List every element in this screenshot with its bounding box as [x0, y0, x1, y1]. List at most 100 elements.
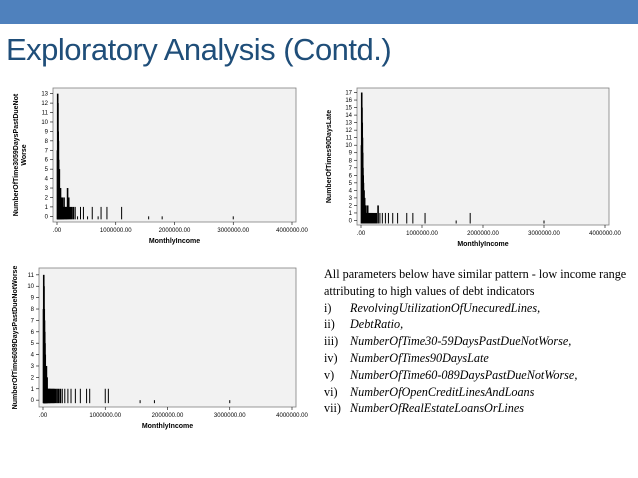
bar	[67, 197, 70, 220]
bar	[54, 388, 57, 404]
bar	[370, 212, 372, 224]
list-item-number: ii)	[324, 317, 335, 332]
x-tick-label: 2000000.00	[467, 231, 499, 237]
bar	[229, 400, 231, 404]
bar	[56, 388, 58, 404]
x-tick-label: 1000000.00	[406, 231, 438, 237]
bar	[74, 388, 76, 404]
list-item: iv) NumberOfTimes90DaysLate	[324, 350, 636, 367]
y-tick-label: 5	[45, 167, 49, 173]
y-tick-label: 3	[349, 196, 353, 202]
list-item: vi) NumberOfOpenCreditLinesAndLoans	[324, 384, 636, 401]
y-tick-label: 1	[349, 211, 353, 217]
bar	[100, 206, 102, 220]
notes-intro: All parameters below have similar patter…	[324, 267, 627, 298]
bar	[50, 388, 53, 404]
list-item-number: i)	[324, 300, 332, 315]
x-tick-label: 3000000.00	[528, 231, 560, 237]
list-item-text: RevolvingUtilizationOfUnecuredLines,	[350, 300, 541, 315]
y-tick-label: 10	[345, 143, 352, 149]
bar	[469, 212, 471, 224]
bar	[87, 216, 89, 220]
bar	[412, 212, 414, 224]
bar	[66, 188, 69, 220]
bar	[373, 212, 376, 224]
bar	[70, 388, 72, 404]
y-tick-label: 7	[349, 166, 353, 172]
list-item-text: NumberOfTime60-089DaysPastDueNotWorse,	[350, 367, 578, 382]
bar	[104, 388, 106, 404]
list-item-number: iv)	[324, 350, 338, 365]
y-tick-label: 2	[349, 203, 353, 209]
y-tick-label: 10	[27, 284, 34, 290]
bar	[384, 212, 386, 224]
list-item: i) RevolvingUtilizationOfUnecuredLines,	[324, 300, 636, 317]
list-item: iii) NumberOfTime30-59DaysPastDueNotWorse…	[324, 333, 636, 350]
x-tick-label: .00	[53, 228, 62, 234]
bar	[72, 206, 75, 220]
x-axis-title: MonthlyIncome	[142, 423, 193, 430]
bar	[543, 220, 545, 224]
bar	[379, 212, 381, 224]
x-axis-title: MonthlyIncome	[149, 238, 200, 245]
bar	[80, 206, 81, 220]
plot-area	[38, 267, 297, 408]
bar	[372, 212, 374, 224]
bar	[387, 212, 389, 224]
y-tick-label: 13	[345, 121, 352, 127]
slide-title: Exploratory Analysis (Contd.)	[6, 32, 392, 67]
y-tick-label: 9	[31, 296, 35, 302]
y-tick-label: 6	[349, 173, 353, 179]
list-item-text: DebtRatio,	[350, 317, 404, 332]
list-item-number: iii)	[324, 334, 339, 349]
bar	[82, 206, 84, 220]
x-tick-label: 2000000.00	[159, 228, 191, 234]
bar	[397, 212, 399, 224]
list-item-text: NumberOfTime30-59DaysPastDueNotWorse,	[350, 334, 572, 349]
list-item: ii) DebtRatio,	[324, 316, 636, 333]
y-tick-label: 4	[31, 353, 35, 359]
bar	[107, 388, 109, 404]
y-tick-label: 11	[42, 111, 49, 117]
x-tick-label: 2000000.00	[152, 413, 184, 419]
y-tick-label: 0	[349, 218, 353, 224]
bar	[369, 212, 371, 224]
y-axis-title: NumberOfTimes90DaysLate	[326, 110, 333, 203]
top-accent-bar	[0, 0, 638, 24]
bar	[161, 216, 163, 220]
y-tick-label: 7	[45, 148, 49, 154]
y-tick-label: 3	[31, 364, 35, 370]
bar	[70, 206, 73, 220]
x-axis-title: MonthlyIncome	[457, 241, 508, 248]
bar	[424, 212, 426, 224]
bar	[52, 388, 55, 404]
bar	[148, 216, 150, 220]
bar	[77, 216, 79, 220]
list-item-number: v)	[324, 367, 335, 382]
y-tick-label: 8	[349, 158, 353, 164]
x-tick-label: 4000000.00	[276, 228, 308, 234]
bar	[375, 212, 378, 224]
y-axis-title: NumberOfTime6089DaysPastDueNotWorse	[12, 266, 19, 410]
x-tick-label: 1000000.00	[89, 413, 121, 419]
bar	[377, 205, 379, 224]
bar	[106, 206, 108, 220]
plot-area	[356, 87, 610, 226]
bar	[51, 388, 54, 404]
y-tick-label: 6	[31, 330, 35, 336]
y-tick-label: 1	[31, 387, 35, 393]
y-tick-label: 4	[45, 177, 49, 183]
y-tick-label: 6	[45, 158, 49, 164]
list-item-number: vi)	[324, 384, 338, 399]
y-tick-label: 16	[345, 98, 352, 104]
x-tick-label: 4000000.00	[276, 413, 308, 419]
bar	[67, 388, 69, 404]
y-tick-label: 17	[345, 91, 352, 97]
y-tick-label: 8	[45, 139, 49, 145]
bar	[455, 220, 457, 224]
y-tick-label: 4	[349, 188, 353, 194]
bar	[74, 206, 76, 220]
bar	[64, 388, 66, 404]
y-axis-title: NumberOfTime3059DaysPastDueNotWorse	[13, 93, 28, 216]
x-tick-label: 3000000.00	[214, 413, 246, 419]
